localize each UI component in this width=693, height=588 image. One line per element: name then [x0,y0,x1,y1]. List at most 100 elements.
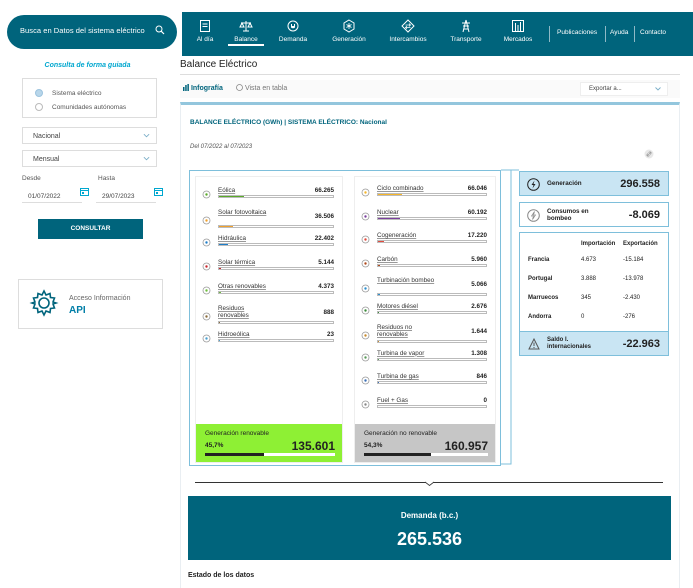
source-bar-fill [378,294,381,295]
renewable-share-bar [205,453,335,456]
source-bar [218,291,334,294]
source-value: 66.046 [467,185,487,192]
source-bar [377,240,487,243]
api-access-card[interactable]: Acceso Información API [18,279,163,329]
data-status-heading: Estado de los datos [188,572,255,579]
nav-item-mercados[interactable]: Mercados [498,12,538,56]
source-value: 17.220 [467,232,487,239]
export-value: -2.430 [623,295,641,301]
view-tabs: Infografía Vista en tabla [180,80,680,98]
link-icon[interactable] [644,149,654,159]
energy-source-icon [361,327,370,340]
generation-icon [343,19,355,33]
nav-item-generacion[interactable]: Generación [325,12,373,56]
export-value: -15.184 [623,257,644,263]
nav-label: Balance [228,36,264,46]
plug-icon [287,20,299,32]
nav-label: Demanda [278,36,308,43]
energy-source-icon [361,349,370,361]
source-name: Ciclo combinado [377,185,424,192]
search-icon[interactable] [155,25,165,35]
nav-item-demanda[interactable]: Demanda [274,12,312,56]
panel-header: BALANCE ELÉCTRICO (GWh) | SISTEMA ELÉCTR… [190,119,387,126]
generation-breakdown: Eólica 66.265 Solar fotovoltaica 36.506 Hidr… [189,170,501,466]
source-value: 2.676 [471,302,487,310]
calendar-icon[interactable] [154,187,163,196]
source-name: Hidráulica [218,235,246,242]
calendar-icon[interactable] [80,187,89,196]
export-value: -276 [623,314,636,320]
nav-item-intercambios[interactable]: Intercambios [383,12,433,56]
search-placeholder: Busca en Datos del sistema eléctrico [20,26,145,35]
top-nav: Al día Balance Demanda Generación Interc… [182,12,693,56]
exchange-icon [401,19,415,33]
nav-item-transporte[interactable]: Transporte [445,12,487,56]
source-name: Carbón [377,255,398,263]
country-name: Francia [528,257,550,263]
nav-label: Mercados [503,36,533,43]
generation-card[interactable]: Generación 296.558 [519,171,669,196]
source-name: Cogeneración [377,232,417,239]
period-select-value: Mensual [33,156,60,163]
document-icon [200,20,210,32]
tab-vista-tabla[interactable]: Vista en tabla [236,84,287,92]
energy-source-icon [361,255,370,267]
scope-select-value: Nacional [33,133,61,140]
energy-source-icon [202,234,211,247]
bombeo-card[interactable]: Consumos en bombeo -8.069 [519,202,669,227]
nav-item-balance[interactable]: Balance [228,12,264,56]
nav-divider [634,26,635,42]
nonrenewable-column: Ciclo combinado 66.046 Nuclear 60.192 Cogene… [354,176,496,463]
tab-infografia[interactable]: Infografía [183,84,223,92]
saldo-card[interactable]: Saldo I. internacionales -22.963 [520,331,668,355]
source-name: Eólica [218,187,236,194]
demand-card[interactable]: Demanda (b.c.) 265.536 [188,496,671,560]
demand-value: 265.536 [396,529,463,549]
source-bar-fill [378,217,400,219]
nonrenewable-share-bar [364,453,488,456]
source-name: Fuel + Gas [377,396,408,404]
source-name: Turbina de gas [377,373,419,380]
source-name: Turbina de vapor [377,349,425,357]
saldo-label: Saldo I. internacionales [547,337,592,350]
source-value: 888 [323,309,334,316]
source-bar-fill [219,196,245,197]
nav-link-contacto[interactable]: Contacto [640,29,667,36]
nav-label: Intercambios [389,36,427,43]
guided-query-title: Consulta de forma guiada [44,62,131,69]
to-date-input[interactable]: 29/07/2023 [96,187,163,203]
page-title: Balance Eléctrico [180,59,258,70]
source-value: 5.066 [471,281,487,288]
source-value: 1.644 [471,328,487,335]
consult-button[interactable]: CONSULTAR [38,219,143,239]
nav-divider [549,26,550,42]
source-bar [377,357,487,361]
scope-select[interactable]: Nacional [22,127,157,144]
renewable-total-value: 135.601 [291,439,335,453]
source-value: 60.192 [467,208,487,216]
lightning-icon [527,178,540,191]
chevron-down-icon [143,133,150,138]
search-input[interactable]: Busca en Datos del sistema eléctrico [7,15,177,49]
source-bar [377,263,487,267]
source-name: Otras renovables [218,283,266,290]
nav-link-publicaciones[interactable]: Publicaciones [557,29,598,36]
nav-link-ayuda[interactable]: Ayuda [610,29,629,36]
export-select[interactable]: Exportar a... [580,82,668,96]
source-bar [218,339,334,342]
source-bar [218,267,334,270]
nav-item-al-dia[interactable]: Al día [188,12,222,56]
period-select[interactable]: Mensual [22,150,157,167]
from-date-input[interactable]: 01/07/2022 [22,187,89,203]
export-header: Exportación [623,241,658,247]
nonrenewable-total-label: Generación no renovable [364,430,437,437]
source-value: 22.402 [314,235,334,242]
market-icon [512,20,524,32]
source-value: 66.265 [314,187,334,194]
radio-dot[interactable] [35,103,43,111]
energy-source-icon [202,282,211,295]
renewable-total: Generación renovable 45,7% 135.601 [196,424,342,462]
country-name: Portugal [528,276,553,282]
radio-dot[interactable] [35,89,43,97]
